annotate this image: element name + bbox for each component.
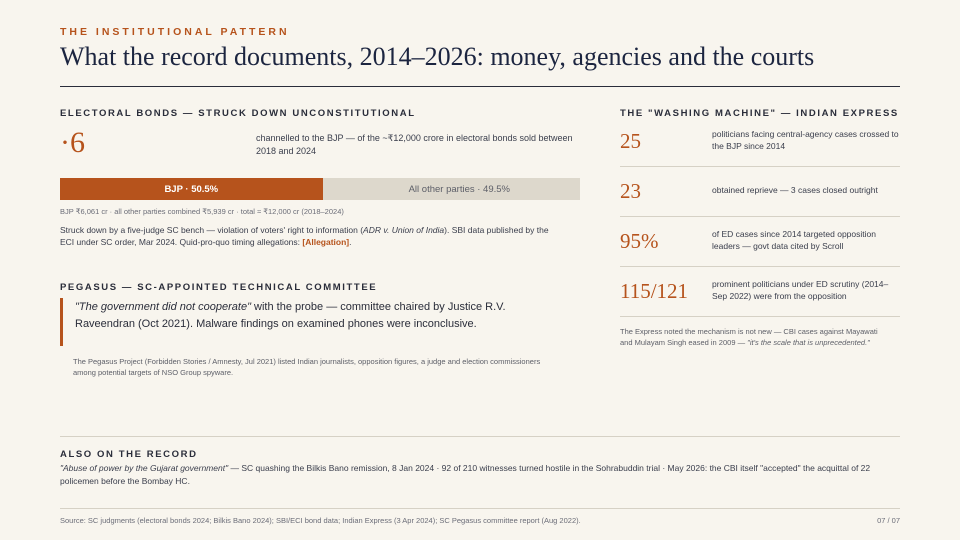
page-number: 07 / 07 [877,516,900,525]
note-text: The Express noted the mechanism is not n… [620,327,878,348]
stat-row: 115/121 prominent politicians under ED s… [620,266,900,316]
also-on-record-label: ALSO ON THE RECORD [60,449,198,460]
pegasus-quote: "The government did not cooperate" [75,301,251,313]
allegation-tag: [Allegation] [302,237,350,248]
pegasus-quote-rest: with the probe — committee chaired by Ju… [75,301,506,330]
stat-text: of ED cases since 2014 targeted oppositi… [712,229,876,251]
stat-value: 95% [620,228,659,253]
stat-divider [620,266,900,267]
stat-divider [620,166,900,167]
body-text-post: ). SBI data published by the ECI under S… [60,225,549,248]
section-divider [60,436,900,437]
note-quote: "it's the scale that is unprecedented." [747,338,870,348]
stat-row: 95% of ED cases since 2014 targeted oppo… [620,216,900,266]
stat-row: 25 politicians facing central-agency cas… [620,116,900,166]
pegasus-note: The Pegasus Project (Forbidden Stories /… [73,357,541,378]
title-divider [60,86,900,87]
bar-segment-other-parties: All other parties · 49.5% [322,178,580,200]
stat-divider [620,316,900,317]
stat-row: 23 obtained reprieve — 3 cases closed ou… [620,166,900,216]
footer-divider [60,508,900,509]
electoral-bonds-body: Struck down by a five-judge SC bench — v… [60,224,560,249]
washing-machine-note: The Express noted the mechanism is not n… [620,326,885,349]
stat-text: politicians facing central-agency cases … [712,129,899,151]
stat-value: 25 [620,128,641,153]
electoral-bonds-label: ELECTORAL BONDS — STRUCK DOWN UNCONSTITU… [60,108,416,119]
also-quote: "Abuse of power by the Gujarat governmen… [60,463,229,473]
slide-eyebrow: THE INSTITUTIONAL PATTERN [60,26,290,38]
pegasus-quote-block: "The government did not cooperate" with … [60,298,560,346]
source-note: Source: SC judgments (electoral bonds 20… [60,516,581,525]
body-text-end: . [349,237,352,248]
washing-machine-label: THE "WASHING MACHINE" — INDIAN EXPRESS [620,108,899,119]
also-on-record-body: "Abuse of power by the Gujarat governmen… [60,462,900,488]
stat-divider [620,216,900,217]
stat-text: obtained reprieve — 3 cases closed outri… [712,185,878,196]
bar-note: BJP ₹6,061 cr · all other parties combin… [60,207,344,216]
electoral-bonds-description: channelled to the BJP — of the ~₹12,000 … [256,133,573,156]
stat-value: 23 [620,178,641,203]
bar-segment-bjp: BJP · 50.5% [60,178,323,200]
electoral-bonds-figure: ·6 [60,126,85,159]
also-rest: — SC quashing the Bilkis Bano remission,… [60,463,871,486]
bond-share-bar: BJP · 50.5% All other parties · 49.5% [60,178,580,200]
case-name: ADR v. Union of India [363,225,445,235]
slide-title: What the record documents, 2014–2026: mo… [60,42,815,71]
body-text-pre: Struck down by a five-judge SC bench — v… [60,225,364,235]
stat-text: prominent politicians under ED scrutiny … [712,279,889,301]
pegasus-label: PEGASUS — SC-APPOINTED TECHNICAL COMMITT… [60,282,378,293]
stat-value: 115/121 [620,278,689,303]
